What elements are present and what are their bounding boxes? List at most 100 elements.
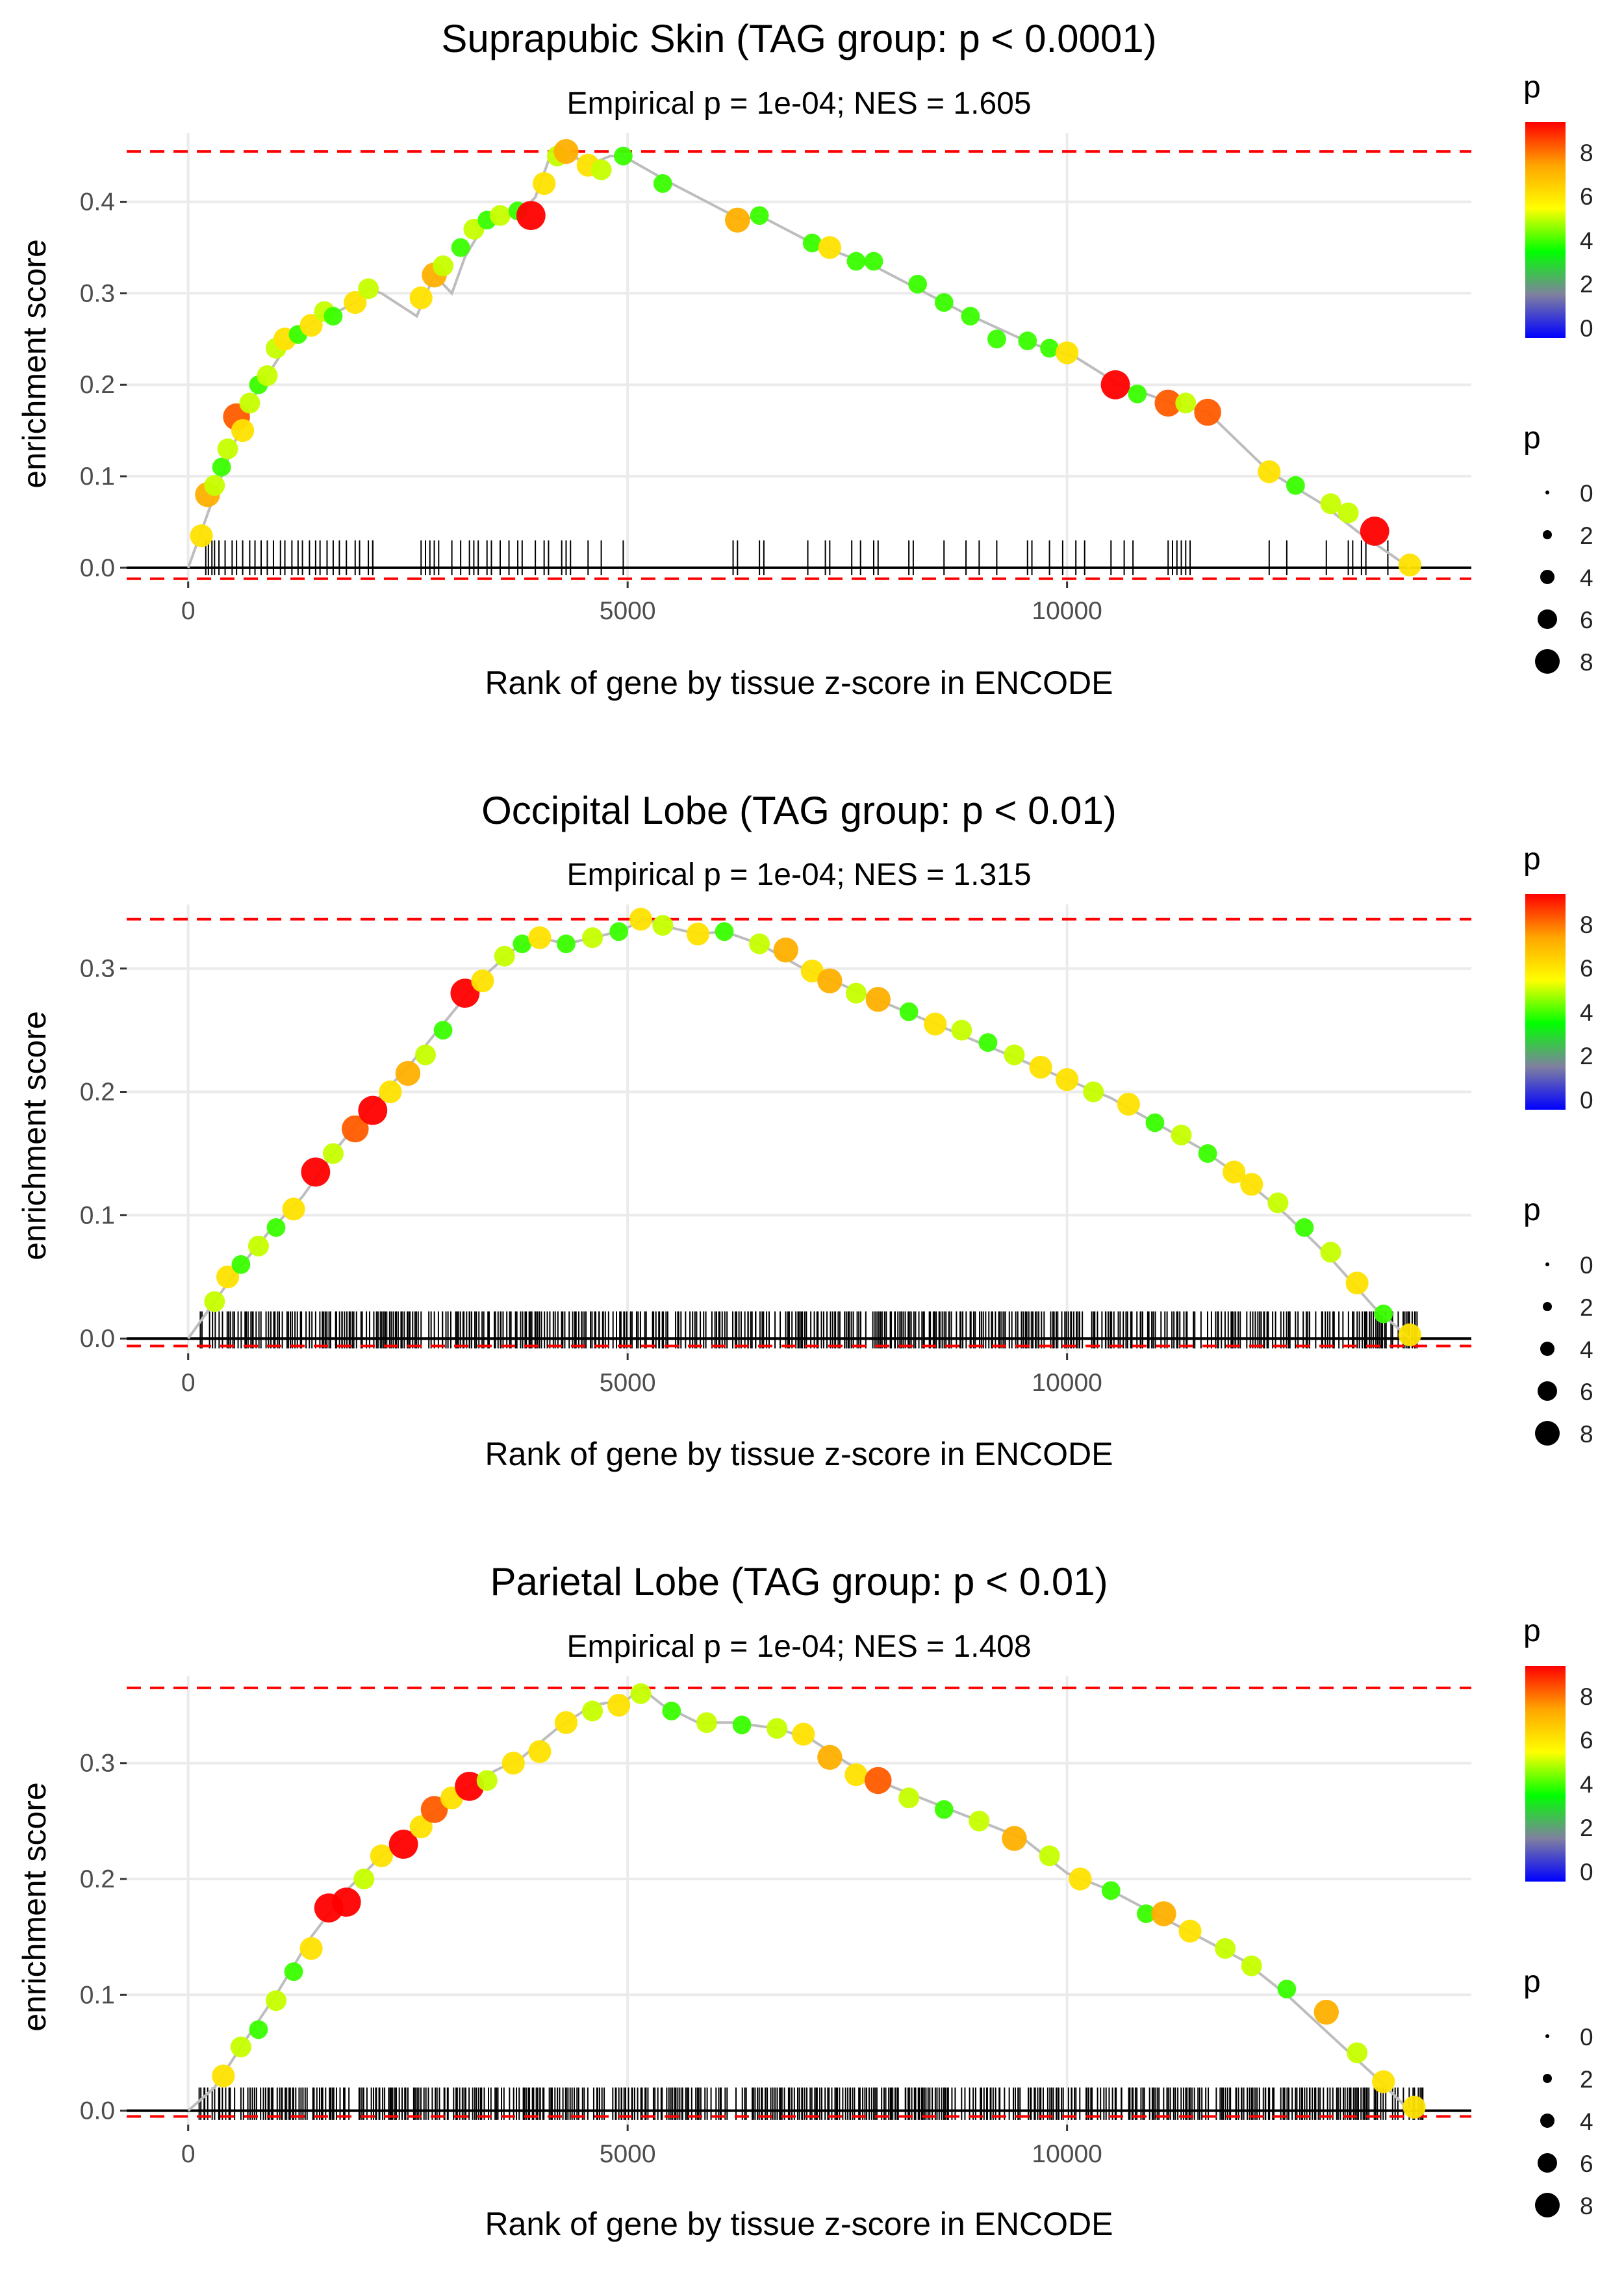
panel-3-colorbar — [1525, 1666, 1566, 1882]
gene-point — [395, 1060, 421, 1086]
colorbar-tick-label: 8 — [1580, 1683, 1593, 1710]
gene-point — [987, 329, 1006, 349]
panel-1-size-legend: p 0 2 4 6 8 — [1523, 421, 1593, 676]
panel-1-colorbar — [1525, 122, 1566, 338]
gene-point — [433, 255, 454, 277]
gene-point — [471, 969, 494, 993]
gene-point — [969, 1810, 990, 1832]
gene-point — [1154, 389, 1182, 417]
panel-2-size-legend-title: p — [1523, 1193, 1541, 1227]
size-legend-dot — [1538, 1381, 1557, 1401]
size-legend-dot — [1540, 2114, 1554, 2128]
panel-3-plot-area: 0.0 0.1 0.2 0.3 0 5000 10000 — [80, 1676, 1471, 2168]
colorbar-tick-label: 8 — [1580, 140, 1593, 166]
gene-point — [844, 1763, 868, 1787]
gene-point — [614, 146, 633, 166]
panel-1-x-axis-title: Rank of gene by tissue z-score in ENCODE — [485, 665, 1113, 701]
colorbar-tick-label: 6 — [1580, 183, 1593, 210]
x-tick-label: 10000 — [1032, 597, 1102, 625]
gene-point — [557, 934, 576, 954]
y-tick-label: 0.2 — [80, 1079, 115, 1106]
panel-2-subtitle: Empirical p = 1e-04; NES = 1.315 — [566, 858, 1031, 892]
y-tick-label: 0.1 — [80, 1201, 115, 1229]
gene-point — [528, 926, 552, 949]
gene-point — [204, 475, 225, 496]
gene-point — [266, 1218, 286, 1237]
gene-point — [1194, 398, 1221, 426]
gene-point — [629, 908, 653, 931]
colorbar-tick-label: 6 — [1580, 1727, 1593, 1754]
gene-point — [800, 959, 824, 983]
gene-point — [513, 934, 532, 954]
gene-point — [358, 278, 379, 300]
gene-point — [1198, 1144, 1217, 1163]
gene-point — [1040, 339, 1059, 358]
gene-point — [299, 1937, 323, 1960]
gene-point — [1320, 493, 1341, 515]
panel-2-color-legend-title: p — [1523, 842, 1541, 876]
panel-3-y-axis-title: enrichment score — [16, 1782, 53, 2032]
size-legend-label: 0 — [1580, 480, 1593, 507]
gene-point — [961, 307, 980, 326]
panel-1-plot-area: 0.0 0.1 0.2 0.3 0.4 0 5000 10000 — [80, 133, 1471, 625]
gene-point — [516, 201, 546, 231]
x-tick-label: 10000 — [1032, 1369, 1102, 1397]
gene-point — [662, 1702, 681, 1720]
gene-point — [420, 1796, 448, 1823]
gene-point — [476, 1770, 498, 1791]
gene-point — [725, 207, 750, 233]
size-legend-dot — [1535, 649, 1560, 674]
gene-point — [204, 1291, 225, 1312]
gene-point — [450, 978, 480, 1008]
gene-point — [301, 1157, 331, 1187]
gene-point — [934, 293, 954, 312]
x-tick-label: 0 — [181, 2140, 196, 2168]
size-legend-label: 8 — [1580, 649, 1593, 676]
x-tick-label: 10000 — [1032, 2140, 1102, 2168]
gene-point — [257, 365, 278, 387]
size-legend-dot — [1538, 609, 1557, 629]
gene-point — [908, 274, 928, 294]
panel-3-size-legend-title: p — [1523, 1965, 1541, 1999]
colorbar-tick-label: 0 — [1580, 1859, 1593, 1885]
gene-point — [1320, 1242, 1341, 1263]
gene-point — [370, 1844, 393, 1867]
panel-1-subtitle: Empirical p = 1e-04; NES = 1.605 — [566, 86, 1031, 121]
gene-point — [247, 1235, 269, 1257]
panel-2-title: Occipital Lobe (TAG group: p < 0.01) — [481, 789, 1117, 832]
gene-point — [554, 1711, 578, 1734]
y-tick-label: 0.0 — [80, 1325, 115, 1353]
gene-point — [1215, 1937, 1236, 1959]
gene-point — [1223, 1160, 1246, 1184]
gene-point — [750, 206, 769, 225]
size-legend-label: 2 — [1580, 522, 1593, 549]
gene-point — [607, 1693, 631, 1717]
size-legend-dot — [1543, 1302, 1552, 1311]
panel-3-x-axis-title: Rank of gene by tissue z-score in ENCODE — [485, 2206, 1113, 2242]
gene-point — [358, 1095, 388, 1125]
gene-point — [1056, 1067, 1079, 1092]
size-legend-label: 4 — [1580, 2108, 1593, 2135]
size-legend-label: 6 — [1580, 607, 1593, 633]
gene-point — [864, 1767, 892, 1795]
enrichment-curve — [187, 1686, 1411, 2112]
gene-point — [1267, 1192, 1289, 1214]
gene-point — [249, 2020, 268, 2039]
gene-point — [732, 1715, 752, 1735]
gene-point — [864, 251, 883, 271]
gene-point — [1002, 1826, 1027, 1851]
gene-point — [451, 238, 470, 257]
gene-point — [212, 2064, 235, 2088]
gene-point — [190, 524, 213, 548]
gene-point — [1286, 476, 1305, 495]
panel-2-x-axis-title: Rank of gene by tissue z-score in ENCODE — [485, 1436, 1113, 1472]
gene-point — [817, 968, 843, 993]
colorbar-tick-label: 0 — [1580, 1087, 1593, 1114]
colorbar-tick-label: 4 — [1580, 999, 1593, 1026]
gene-point — [1171, 1124, 1192, 1145]
gene-point — [590, 159, 612, 181]
gene-point — [490, 205, 511, 226]
y-tick-label: 0.1 — [80, 1981, 115, 2009]
gene-point — [284, 1962, 303, 1982]
gene-point — [865, 986, 891, 1012]
